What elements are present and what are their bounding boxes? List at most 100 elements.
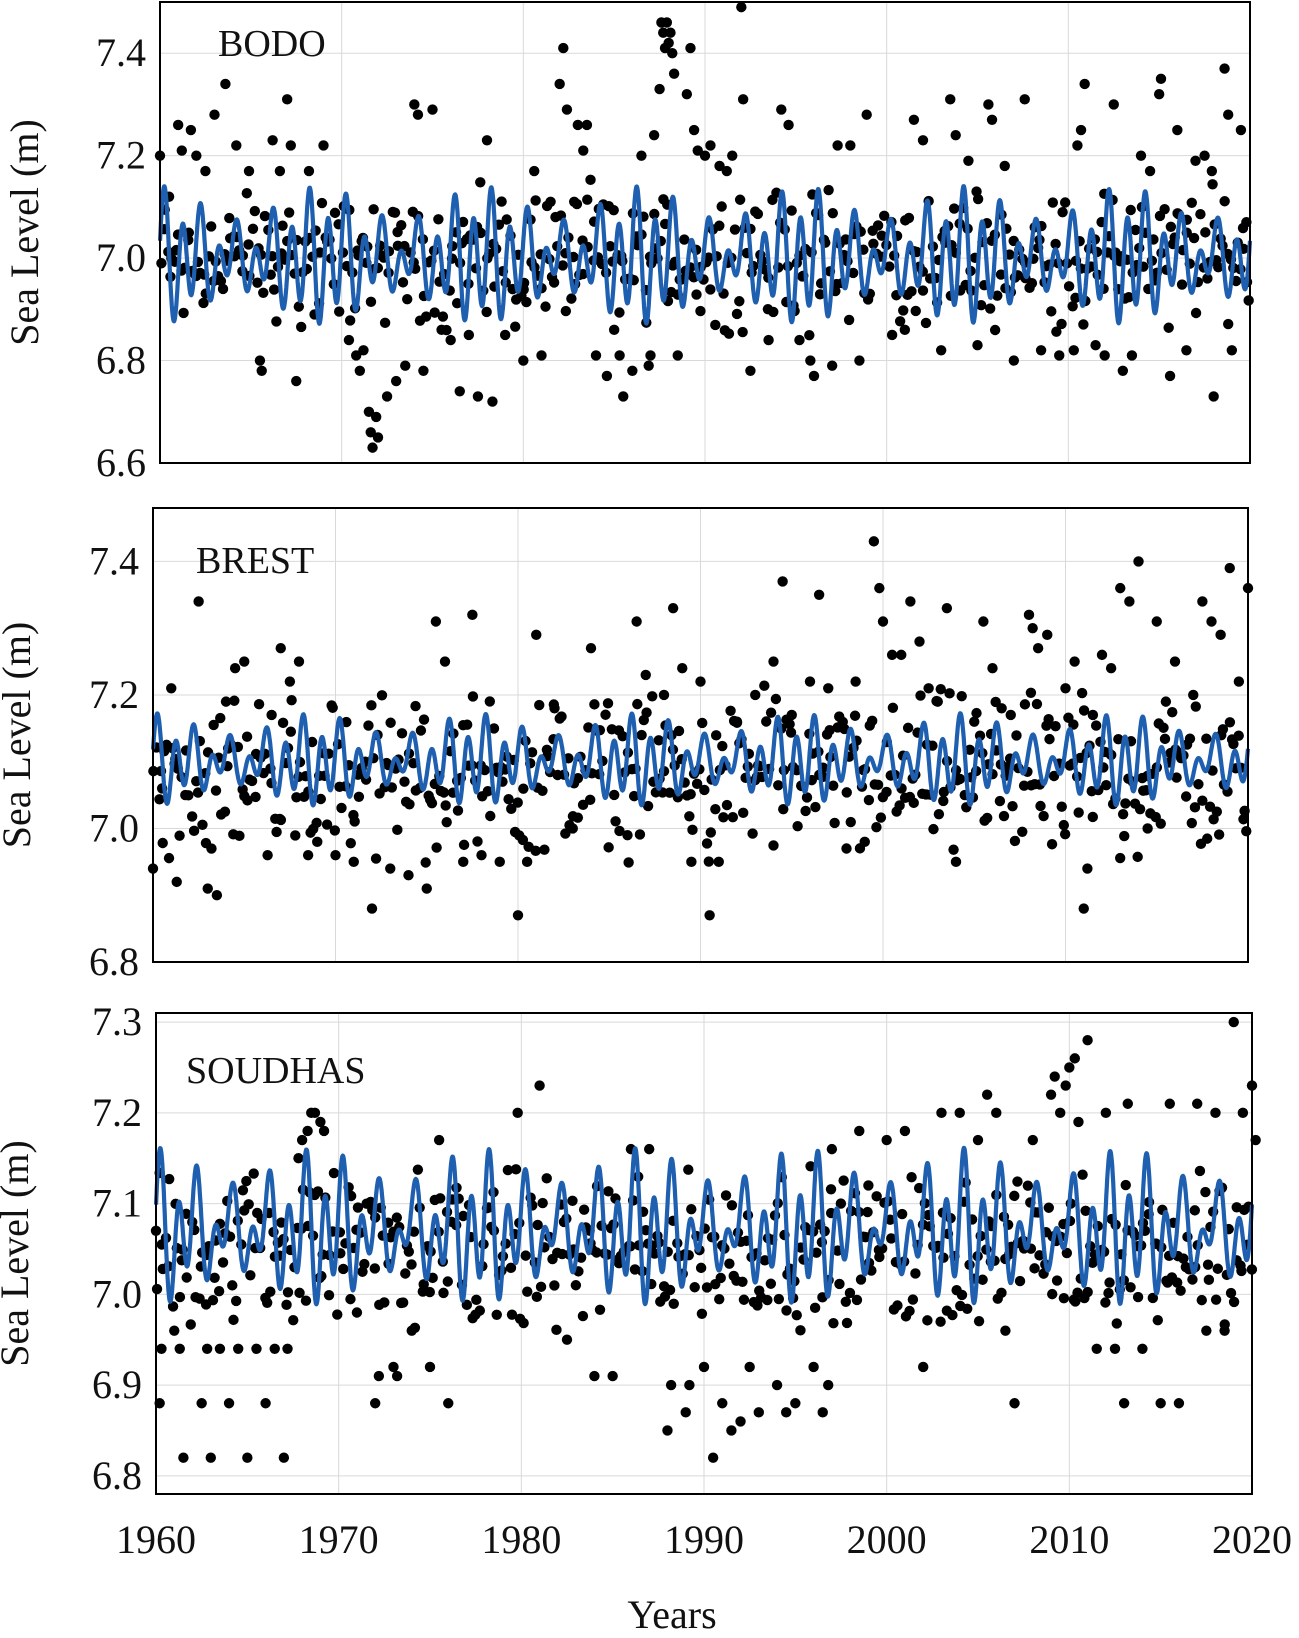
observed-point: [768, 306, 779, 318]
observed-point: [198, 297, 209, 309]
observed-point: [318, 140, 329, 151]
observed-point: [823, 1379, 834, 1391]
observed-point: [841, 787, 852, 798]
observed-point: [539, 844, 550, 855]
observed-point: [933, 808, 945, 820]
observed-point: [1035, 345, 1047, 356]
observed-point: [804, 676, 816, 687]
observed-point: [713, 856, 724, 868]
observed-point: [420, 857, 431, 868]
observed-point: [977, 1274, 988, 1285]
observed-point: [435, 1193, 446, 1204]
observed-point: [438, 1287, 449, 1299]
observed-point: [738, 807, 749, 819]
observed-point: [1123, 292, 1134, 303]
observed-point: [1199, 150, 1210, 161]
observed-point: [1019, 699, 1031, 710]
plot-frame: [159, 1, 1251, 464]
y-tick-label: 7.2: [96, 133, 146, 178]
observed-point: [841, 1317, 853, 1329]
observed-point: [1080, 1205, 1091, 1217]
observed-point: [602, 698, 614, 709]
observed-point: [969, 716, 980, 727]
observed-point: [427, 1272, 438, 1284]
observed-point: [1173, 1398, 1185, 1409]
observed-point: [1241, 217, 1252, 228]
observed-point: [359, 1258, 370, 1270]
observed-point: [276, 1217, 287, 1228]
y-tick-label: 6.9: [92, 1362, 142, 1407]
observed-point: [379, 1297, 390, 1308]
observed-point: [972, 193, 984, 205]
observed-point: [1100, 1107, 1112, 1119]
observed-point: [1217, 724, 1229, 735]
observed-point: [1075, 124, 1087, 136]
observed-point: [1197, 596, 1208, 607]
observed-point: [904, 1305, 915, 1317]
observed-point: [1008, 355, 1020, 366]
observed-point: [827, 207, 838, 219]
observed-point: [658, 27, 669, 38]
plot-frame: [155, 1012, 1253, 1495]
observed-point: [698, 1361, 710, 1373]
observed-point: [1169, 656, 1181, 667]
observed-point: [1208, 391, 1219, 402]
observed-point: [475, 177, 486, 188]
observed-point: [178, 1452, 189, 1463]
observed-point: [274, 165, 286, 177]
observed-point: [192, 787, 204, 798]
observed-point: [421, 883, 432, 894]
observed-point: [996, 1287, 1007, 1299]
observed-point: [445, 334, 456, 346]
observed-point: [1190, 701, 1201, 712]
observed-point: [548, 277, 560, 288]
observed-point: [215, 712, 226, 724]
observed-point: [829, 817, 840, 829]
observed-point: [530, 195, 541, 206]
observed-point: [365, 427, 376, 438]
observed-point: [894, 316, 906, 327]
observed-point: [1038, 810, 1049, 822]
observed-point: [923, 683, 934, 694]
observed-point: [1032, 643, 1044, 654]
observed-point: [403, 1246, 415, 1257]
observed-point: [603, 842, 614, 853]
observed-point: [234, 830, 245, 842]
observed-point: [457, 216, 469, 228]
observed-point: [1047, 197, 1059, 208]
y-tick-label: 7.4: [96, 30, 146, 75]
observed-point: [1223, 318, 1234, 330]
observed-point: [800, 805, 811, 817]
observed-point: [608, 324, 620, 336]
observed-point: [847, 267, 859, 279]
observed-point: [520, 1250, 531, 1261]
observed-point: [664, 1284, 676, 1296]
observed-point: [603, 1186, 614, 1197]
observed-point: [252, 277, 263, 288]
observed-point: [409, 99, 420, 110]
observed-point: [632, 698, 643, 710]
observed-point: [501, 214, 512, 225]
observed-point: [773, 1293, 785, 1305]
x-tick-label: 1980: [481, 1517, 561, 1562]
observed-point: [614, 350, 625, 361]
observed-point: [691, 289, 702, 300]
observed-point: [1190, 155, 1201, 166]
observed-point: [681, 89, 693, 100]
observed-point: [832, 140, 843, 151]
observed-point: [1022, 1180, 1034, 1191]
observed-point: [1201, 733, 1212, 744]
station-title: BREST: [196, 540, 314, 582]
observed-point: [1207, 765, 1218, 776]
observed-point: [744, 1361, 755, 1373]
observed-point: [349, 816, 360, 827]
observed-point: [482, 786, 494, 797]
observed-point: [684, 811, 695, 822]
observed-point: [268, 284, 280, 295]
observed-point: [636, 729, 647, 741]
observed-point: [315, 793, 326, 805]
observed-point: [397, 1297, 409, 1308]
observed-point: [972, 1134, 984, 1146]
observed-point: [874, 582, 885, 594]
observed-point: [390, 375, 402, 387]
